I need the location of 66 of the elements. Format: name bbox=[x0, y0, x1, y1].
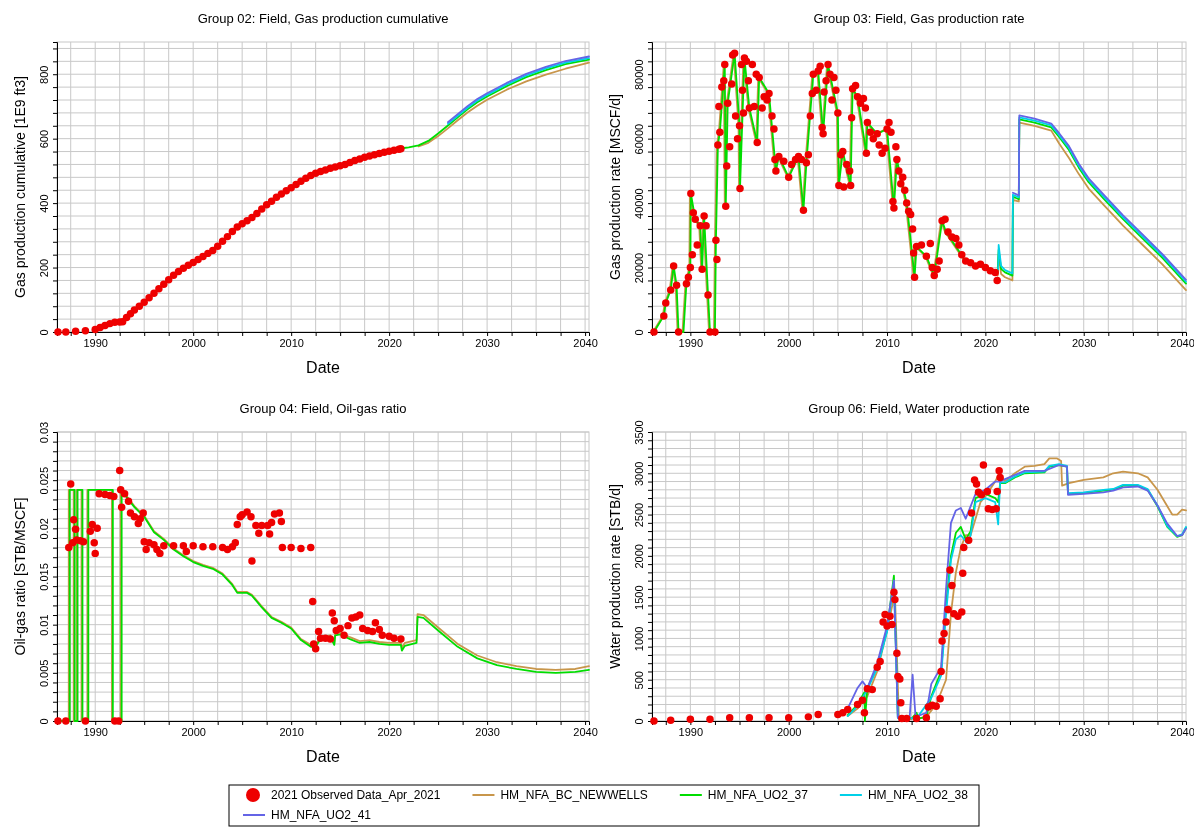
x-tick-label: 2030 bbox=[475, 336, 500, 349]
x-tick-label: 2000 bbox=[181, 336, 206, 349]
legend-label: 2021 Observed Data_Apr_2021 bbox=[271, 788, 441, 802]
x-tick-label: 2040 bbox=[573, 725, 598, 738]
legend-label: HM_NFA_BC_NEWWELLS bbox=[500, 788, 648, 802]
y-tick-label: 40000 bbox=[633, 188, 645, 219]
y-tick-label: 2000 bbox=[633, 544, 645, 569]
x-tick-label: 1990 bbox=[83, 725, 108, 738]
x-tick-label: 1990 bbox=[83, 336, 108, 349]
y-axis-title: Water production rate [STB/d] bbox=[607, 484, 623, 669]
y-tick-label: 1000 bbox=[633, 626, 645, 652]
x-tick-label: 2030 bbox=[1071, 336, 1097, 349]
y-tick-label: 0 bbox=[633, 329, 645, 336]
x-tick-label: 2020 bbox=[377, 725, 402, 738]
x-axis-title: Date bbox=[306, 359, 340, 376]
x-tick-label: 2030 bbox=[1071, 725, 1097, 738]
y-tick-label: 3500 bbox=[633, 420, 645, 445]
x-tick-label: 2000 bbox=[181, 725, 206, 738]
y-tick-label: 0.005 bbox=[38, 659, 50, 688]
x-tick-label: 2010 bbox=[279, 725, 304, 738]
chart-title: Group 06: Field, Water production rate bbox=[808, 401, 1030, 416]
y-tick-label: 0.03 bbox=[38, 421, 50, 444]
y-tick-label: 0.02 bbox=[38, 518, 50, 540]
y-tick-label: 400 bbox=[38, 194, 50, 213]
x-tick-label: 2040 bbox=[1170, 725, 1194, 738]
legend-label: HM_NFA_UO2_37 bbox=[707, 788, 809, 802]
x-tick-label: 2010 bbox=[875, 336, 900, 349]
x-tick-label: 2040 bbox=[1170, 336, 1194, 349]
x-tick-label: 2020 bbox=[377, 336, 402, 349]
x-tick-label: 2010 bbox=[279, 336, 304, 349]
y-tick-label: 200 bbox=[38, 258, 50, 278]
legend-label: HM_NFA_UO2_38 bbox=[867, 788, 969, 802]
chart-title: Group 04: Field, Oil-gas ratio bbox=[239, 401, 407, 416]
x-tick-label: 1990 bbox=[678, 725, 704, 738]
x-tick-label: 2000 bbox=[776, 336, 802, 349]
y-tick-label: 60000 bbox=[633, 123, 645, 155]
y-tick-label: 80000 bbox=[633, 59, 645, 91]
y-tick-label: 0.01 bbox=[38, 614, 50, 636]
y-tick-label: 0 bbox=[633, 718, 645, 725]
y-tick-label: 800 bbox=[38, 65, 50, 84]
legend-label: HM_NFA_UO2_41 bbox=[271, 808, 372, 822]
chart-title: Group 03: Field, Gas production rate bbox=[813, 11, 1025, 26]
y-tick-label: 0.015 bbox=[38, 563, 50, 591]
x-tick-label: 2020 bbox=[973, 725, 999, 738]
y-tick-label: 600 bbox=[38, 129, 50, 149]
y-tick-label: 0 bbox=[38, 718, 50, 725]
x-axis-title: Date bbox=[902, 359, 936, 376]
y-axis-title: Gas production cumulative [1E9 ft3] bbox=[12, 76, 28, 298]
y-axis-title: Oil-gas ratio [STB/MSCF] bbox=[12, 497, 28, 656]
y-tick-label: 20000 bbox=[633, 252, 645, 284]
x-tick-label: 2030 bbox=[475, 725, 500, 738]
x-tick-label: 2000 bbox=[776, 725, 802, 738]
y-tick-label: 0 bbox=[38, 329, 50, 336]
y-tick-label: 0.025 bbox=[38, 466, 50, 495]
y-tick-label: 2500 bbox=[633, 502, 645, 528]
x-tick-label: 2040 bbox=[573, 336, 598, 349]
x-tick-label: 1990 bbox=[678, 336, 704, 349]
y-tick-label: 500 bbox=[633, 671, 645, 690]
x-axis-title: Date bbox=[902, 748, 936, 765]
x-tick-label: 2020 bbox=[973, 336, 999, 349]
y-axis-title: Gas production rate [MSCF/d] bbox=[607, 94, 623, 280]
x-axis-title: Date bbox=[306, 748, 340, 765]
y-tick-label: 1500 bbox=[633, 585, 645, 610]
x-tick-label: 2010 bbox=[875, 725, 900, 738]
y-tick-label: 3000 bbox=[633, 461, 645, 487]
chart-title: Group 02: Field, Gas production cumulative bbox=[197, 11, 449, 26]
